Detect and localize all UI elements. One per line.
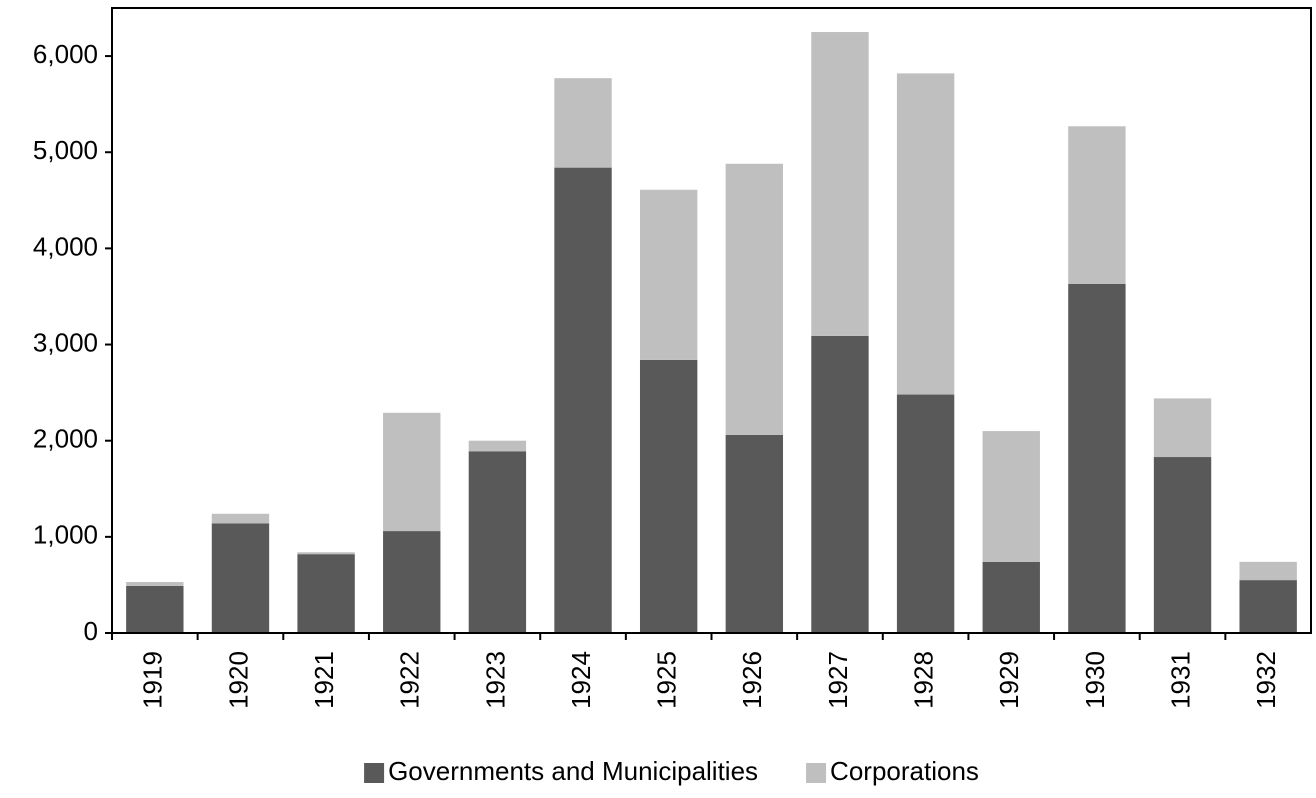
bar-segment	[1068, 283, 1126, 633]
x-tick-label: 1930	[1080, 651, 1110, 709]
plot-frame	[111, 7, 1312, 634]
y-tick-label: 0	[84, 616, 98, 646]
y-tick-label: 5,000	[33, 135, 98, 165]
bar-segment	[1153, 398, 1212, 458]
bar-segment	[982, 431, 1040, 562]
bar-segment	[896, 394, 955, 633]
x-tick-label: 1927	[823, 651, 853, 709]
bar-segment	[468, 440, 527, 452]
bar-segment	[554, 78, 612, 168]
y-tick-label: 6,000	[33, 39, 98, 69]
legend-label: Governments and Municipalities	[388, 756, 758, 786]
bar-segment	[297, 554, 355, 633]
bar-segment	[982, 561, 1040, 633]
bar-segment	[468, 451, 527, 633]
bar-segment	[896, 73, 955, 395]
bar-segment	[211, 513, 270, 524]
bar-segment	[126, 582, 184, 586]
bar-segment	[725, 163, 784, 435]
bar-segment	[1068, 126, 1126, 284]
x-tick-label: 1922	[395, 651, 425, 709]
y-tick-label: 1,000	[33, 520, 98, 550]
bar-segment	[725, 434, 784, 633]
legend-label: Corporations	[830, 756, 979, 786]
bar-segment	[1153, 457, 1212, 633]
bar-segment	[1239, 580, 1297, 633]
x-tick-label: 1925	[652, 651, 682, 709]
x-tick-label: 1926	[737, 651, 767, 709]
y-tick-label: 3,000	[33, 327, 98, 357]
bar-segment	[554, 167, 612, 633]
x-tick-label: 1919	[138, 651, 168, 709]
bar-segment	[811, 32, 869, 336]
x-tick-label: 1931	[1165, 651, 1195, 709]
x-tick-label: 1929	[994, 651, 1024, 709]
bar-segment	[811, 335, 869, 633]
bar-segment	[1239, 561, 1297, 581]
x-tick-label: 1921	[309, 651, 339, 709]
y-tick-label: 2,000	[33, 424, 98, 454]
x-tick-label: 1932	[1251, 651, 1281, 709]
legend-swatch	[806, 763, 827, 783]
x-tick-label: 1928	[908, 651, 938, 709]
legend-swatch	[364, 763, 385, 783]
bar-segment	[383, 412, 441, 532]
bar-segment	[126, 585, 184, 633]
y-tick-label: 4,000	[33, 231, 98, 261]
bar-segment	[639, 359, 698, 633]
bar-segment	[211, 523, 270, 633]
x-tick-label: 1923	[480, 651, 510, 709]
x-tick-label: 1924	[566, 651, 596, 709]
x-tick-label: 1920	[223, 651, 253, 709]
bar-segment	[639, 189, 698, 360]
bar-segment	[297, 552, 355, 555]
legend: Governments and Municipalities Corporatio…	[364, 756, 979, 786]
bar-segment	[383, 531, 441, 633]
